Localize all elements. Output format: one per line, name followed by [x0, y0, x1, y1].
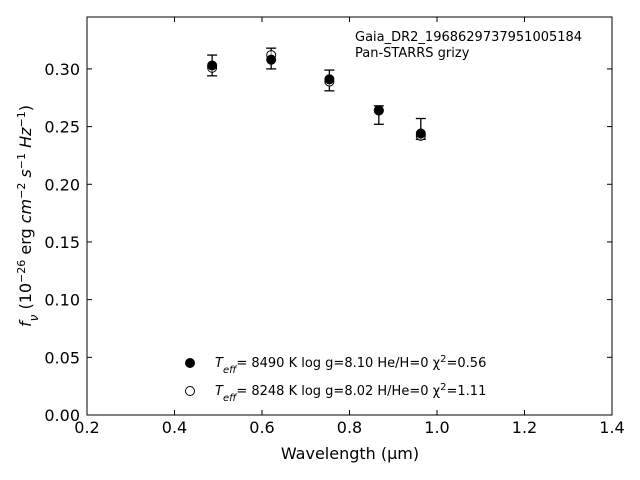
ticks-layer: 0.2 0.4 0.6 0.8 1.0 1.2 1.4 0.00 0.05 0.10 0.15 0.2…: [44, 17, 625, 437]
model-point-filled: [324, 74, 335, 85]
legend-entry-2: Teff= 8248 K log g=8.02 H/He=0 χ2=1.11: [215, 382, 486, 404]
annotation-survey: Pan-STARRS grizy: [355, 46, 470, 61]
annotation-object-id: Gaia_DR2_1968629737951005184: [355, 30, 582, 45]
y-tick-label: 0.20: [44, 175, 80, 194]
x-tick-label: 1.2: [512, 418, 537, 437]
x-axis-label: Wavelength (μm): [281, 444, 419, 463]
x-tick-label: 1.0: [424, 418, 449, 437]
y-tick-label: 0.10: [44, 291, 80, 310]
legend-entry-1: Teff= 8490 K log g=8.10 He/H=0 χ2=0.56: [215, 354, 486, 376]
model-point-filled: [207, 60, 218, 71]
y-tick-label: 0.15: [44, 233, 80, 252]
y-tick-label: 0.00: [44, 406, 80, 425]
errorbar-layer: [207, 47, 426, 140]
model-point-filled: [373, 105, 384, 116]
model-point-filled: [415, 128, 426, 139]
x-tick-label: 0.4: [162, 418, 187, 437]
legend-marker-open: [185, 386, 195, 396]
y-tick-label: 0.30: [44, 60, 80, 79]
model-point-filled: [266, 54, 277, 65]
x-tick-label: 0.8: [337, 418, 362, 437]
y-axis-label: fν (10−26 erg cm−2 s−1 Hz−1): [15, 105, 42, 327]
points-layer: [207, 50, 426, 141]
plot-frame: [86, 16, 613, 416]
y-tick-label: 0.25: [44, 118, 80, 137]
legend: Teff= 8490 K log g=8.10 He/H=0 χ2=0.56 T…: [185, 354, 486, 404]
x-tick-label: 0.2: [74, 418, 99, 437]
x-tick-label: 1.4: [599, 418, 624, 437]
legend-marker-filled: [185, 358, 195, 368]
x-tick-label: 0.6: [249, 418, 274, 437]
y-tick-label: 0.05: [44, 348, 80, 367]
